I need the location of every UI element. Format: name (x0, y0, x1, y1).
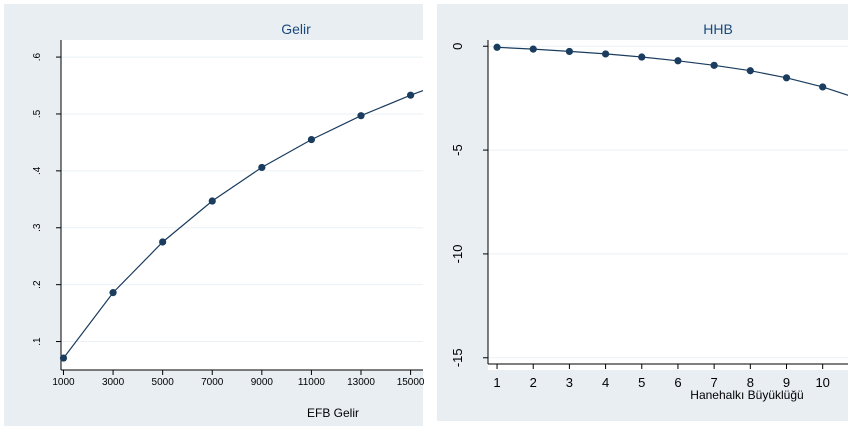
x-tick-label: 1 (493, 375, 500, 390)
data-point (493, 43, 501, 51)
panel-hhb-gridlines (488, 45, 848, 359)
x-tick-label: 3 (566, 375, 573, 390)
x-tick-label: 9000 (251, 377, 274, 388)
y-tick-label: 0 (450, 43, 465, 50)
data-point (746, 67, 754, 75)
panel-gelir-y-ticks: .1 .2 .3 .4 .5 .6 (32, 52, 61, 346)
data-point (258, 163, 266, 172)
y-tick-label: -10 (450, 245, 465, 264)
x-tick-label: 8 (747, 375, 754, 390)
y-tick-label: .6 (32, 52, 43, 61)
x-tick-label: 4 (602, 375, 609, 390)
data-point (819, 83, 827, 91)
panel-hhb-plot-area (488, 40, 848, 370)
panel-gelir: .1 .2 .3 .4 .5 .6 1000 3000 5000 7000 9000 11000 13… (4, 4, 425, 426)
data-point (782, 74, 791, 82)
x-tick-label: 9 (783, 375, 790, 390)
y-tick-label: .1 (32, 337, 43, 346)
x-tick-label: 10 (815, 375, 829, 390)
x-tick-label: 3000 (102, 377, 125, 388)
data-point (159, 238, 167, 246)
data-point (208, 197, 216, 205)
data-point (674, 57, 682, 65)
data-point (307, 135, 316, 144)
panel-hhb: 0 -5 -10 -15 1 2 3 4 5 6 7 8 9 10 HHB Hanehalkı Büyü… (437, 4, 848, 421)
data-point (565, 47, 574, 56)
panel-gelir-series-points (59, 91, 415, 362)
data-point (601, 50, 610, 58)
panel-gelir-x-axis-label: EFB Gelir (307, 406, 359, 420)
panel-hhb-x-axis-label: Hanehalkı Büyüklüğü (690, 388, 803, 402)
x-tick-label: 7000 (201, 377, 224, 388)
data-point (529, 45, 537, 53)
y-tick-label: .4 (32, 166, 43, 175)
panel-gelir-title: Gelir (281, 21, 311, 37)
panel-hhb-title: HHB (703, 21, 733, 37)
x-tick-label: 13000 (347, 377, 375, 388)
data-point (59, 354, 68, 362)
panel-gelir-x-ticks: 1000 3000 5000 7000 9000 11000 13000 15000 (52, 370, 425, 388)
y-tick-label: .5 (32, 109, 43, 118)
x-tick-label: 5 (638, 375, 645, 390)
data-point (710, 61, 718, 69)
panel-hhb-series-points (493, 43, 827, 91)
x-tick-label: 6 (674, 375, 681, 390)
y-tick-label: -15 (450, 348, 465, 367)
x-tick-label: 2 (530, 375, 537, 390)
panel-hhb-y-ticks: 0 -5 -10 -15 (450, 43, 488, 367)
y-tick-label: -5 (450, 144, 465, 156)
x-tick-label: 11000 (298, 377, 326, 388)
data-point (357, 112, 365, 120)
data-point (638, 53, 646, 61)
data-point (407, 91, 415, 99)
x-tick-label: 15000 (397, 377, 425, 388)
panel-hhb-x-ticks: 1 2 3 4 5 6 7 8 9 10 (493, 364, 830, 390)
panel-gelir-plot-area (61, 40, 423, 370)
y-tick-label: .3 (32, 223, 43, 232)
y-tick-label: .2 (32, 280, 43, 289)
x-tick-label: 5000 (152, 377, 175, 388)
x-tick-label: 7 (711, 375, 718, 390)
data-point (109, 289, 117, 297)
x-tick-label: 1000 (52, 377, 75, 388)
